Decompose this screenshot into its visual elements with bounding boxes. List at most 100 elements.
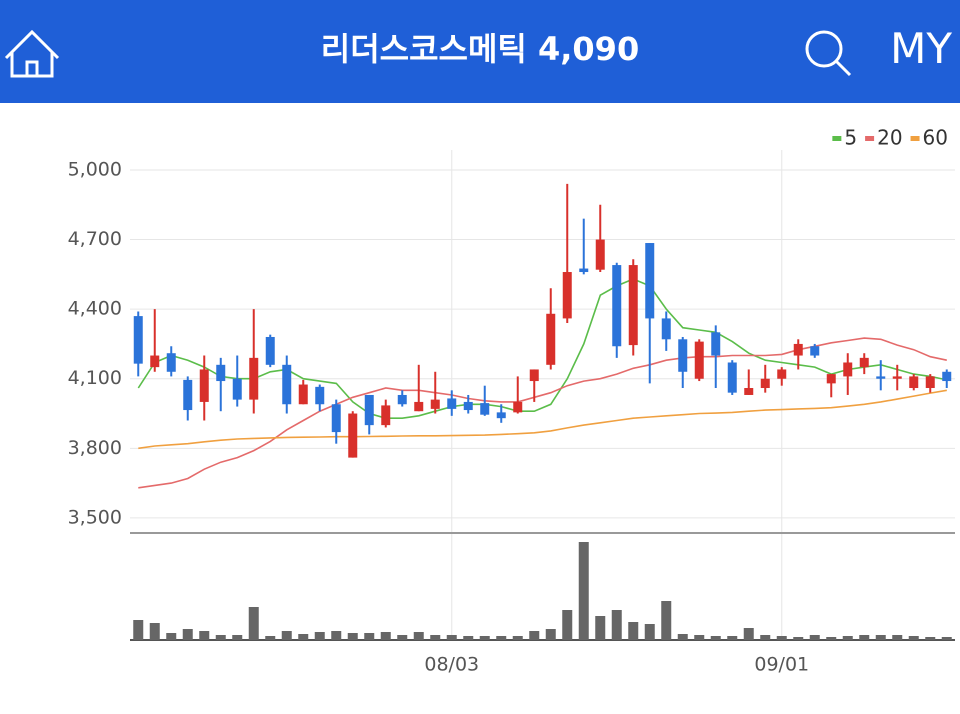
candle-body	[744, 388, 754, 395]
volume-bar	[331, 631, 342, 640]
volume-bar	[149, 623, 160, 640]
volume-bar	[529, 631, 540, 640]
candle-body	[265, 336, 275, 365]
candle-body	[529, 369, 539, 382]
header: 리더스코스메틱 4,090 MY	[0, 0, 960, 103]
candle-body	[331, 404, 341, 433]
volume-bar	[314, 632, 325, 640]
candle-body	[661, 318, 671, 340]
candle-body	[298, 384, 308, 405]
volume-bar	[710, 636, 721, 640]
candle-body	[513, 401, 523, 413]
candle-body	[133, 316, 143, 364]
y-tick-label: 4,100	[68, 367, 122, 389]
candle-body	[694, 341, 704, 379]
y-tick-label: 3,500	[68, 506, 122, 528]
candle-body	[925, 376, 935, 389]
volume-bar	[562, 610, 573, 640]
volume-bar	[743, 628, 754, 640]
candle-body	[447, 398, 457, 409]
volume-bar	[479, 636, 490, 640]
volume-bar	[925, 637, 936, 640]
volume-bar	[347, 633, 358, 640]
y-tick-label: 5,000	[68, 158, 122, 180]
legend-swatch	[910, 136, 920, 141]
volume-bar	[215, 635, 226, 640]
candle-body	[793, 343, 803, 356]
volume-bar	[232, 635, 243, 640]
volume-bar	[842, 636, 853, 640]
candle-body	[727, 362, 737, 393]
volume-bar	[248, 607, 259, 640]
ma-line	[138, 337, 947, 489]
candle-body	[826, 374, 836, 384]
volume-bar	[265, 636, 276, 640]
my-button[interactable]: MY	[890, 24, 952, 73]
home-icon[interactable]	[0, 18, 70, 88]
volume-bar	[182, 629, 193, 640]
candle-body	[546, 313, 556, 365]
y-tick-label: 3,800	[68, 437, 122, 459]
volume-bar	[908, 636, 919, 640]
search-icon[interactable]	[800, 25, 860, 85]
candle-body	[216, 364, 226, 382]
volume-bar	[875, 635, 886, 640]
volume-bar	[512, 636, 523, 640]
candle-body	[414, 401, 424, 412]
volume-bar	[776, 636, 787, 640]
candle-body	[249, 357, 259, 400]
volume-bar	[496, 636, 507, 640]
volume-bar	[413, 632, 424, 640]
chart: 5,000 4,700 4,400 4,100 3,800 3,500 08/03 09/01…	[68, 126, 955, 676]
candle-body	[166, 353, 176, 372]
volume-bar	[859, 635, 870, 640]
candle-body	[364, 394, 374, 426]
volume-bar	[545, 629, 556, 640]
candle-body	[942, 371, 952, 382]
volume-bar	[727, 636, 738, 640]
volume-bar	[463, 636, 474, 640]
ma-line	[137, 278, 947, 419]
ma-line	[138, 389, 947, 450]
y-tick-label: 4,700	[68, 228, 122, 250]
candle-body	[579, 268, 589, 273]
candle-body	[150, 355, 160, 368]
volume-bar	[166, 633, 177, 640]
legend-swatch	[832, 136, 842, 141]
candle-body	[183, 379, 193, 411]
candle-body	[645, 243, 655, 319]
header-title: 리더스코스메틱 4,090	[320, 30, 640, 68]
candle-body	[381, 405, 391, 426]
legend-label: 20	[877, 126, 902, 150]
volume-bar	[793, 637, 804, 640]
volume-bar	[628, 622, 639, 640]
volume-bar	[380, 632, 391, 640]
candle-body	[810, 346, 820, 356]
candle-body	[397, 394, 407, 405]
volume-bar	[661, 601, 672, 640]
candle-body	[562, 272, 572, 319]
candle-body	[232, 378, 242, 400]
volume-bar	[446, 635, 457, 640]
candle-body	[612, 265, 622, 347]
volume-bar	[941, 637, 952, 640]
volume-bar	[595, 616, 606, 640]
candle-body	[859, 357, 869, 368]
candle-body	[760, 378, 770, 389]
candle-body	[595, 239, 605, 270]
volume-bar	[281, 631, 292, 640]
candle-body	[496, 412, 506, 419]
volume-bar	[611, 610, 622, 640]
candle-body	[315, 386, 325, 405]
candle-body	[199, 369, 209, 402]
volume-bar	[298, 634, 309, 640]
x-tick-label: 09/01	[754, 654, 809, 676]
volume-bar	[430, 635, 441, 640]
volume-bar	[760, 635, 771, 640]
candle-body	[843, 362, 853, 377]
volume-bar	[364, 633, 375, 640]
volume-bar	[677, 634, 688, 640]
volume-bar	[397, 635, 408, 640]
legend-swatch	[865, 136, 875, 141]
candle-body	[628, 265, 638, 346]
